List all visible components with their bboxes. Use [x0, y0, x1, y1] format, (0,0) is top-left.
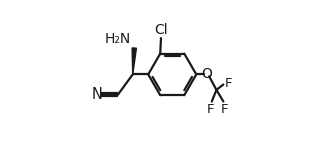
Text: N: N	[92, 87, 103, 102]
Polygon shape	[132, 48, 137, 74]
Text: Cl: Cl	[154, 23, 168, 37]
Text: O: O	[201, 67, 212, 81]
Text: F: F	[225, 77, 233, 90]
Text: F: F	[220, 103, 228, 116]
Text: F: F	[207, 103, 214, 116]
Text: H₂N: H₂N	[104, 32, 130, 46]
